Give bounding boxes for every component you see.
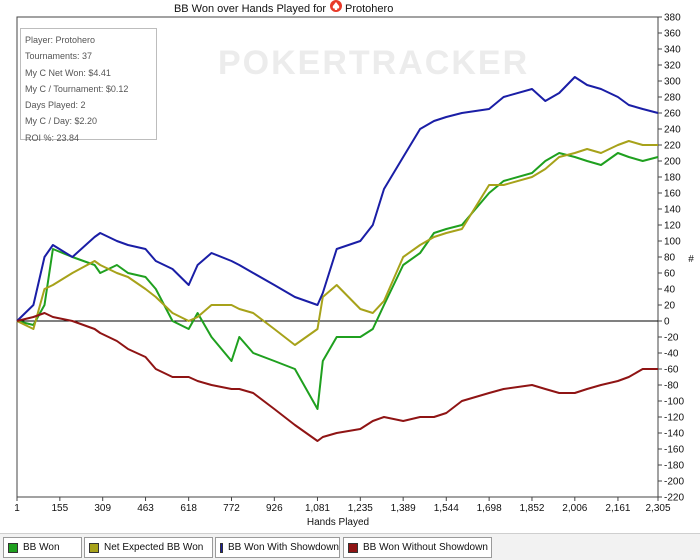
x-tick-label: 1,544	[434, 503, 459, 514]
y-tick-label: 80	[664, 253, 676, 264]
legend-label-with-showdown: BB Won With Showdown	[228, 542, 339, 553]
y-tick-label: -180	[664, 461, 684, 472]
legend-item-with-showdown[interactable]: BB Won With Showdown	[215, 537, 340, 558]
y-tick-label: 160	[664, 189, 681, 200]
y-tick-label: -120	[664, 413, 684, 424]
x-tick-label: 2,006	[562, 503, 587, 514]
legend-swatch-net-expected	[89, 542, 99, 553]
x-tick-label: 1,235	[348, 503, 373, 514]
y-tick-label: 100	[664, 237, 681, 248]
y-tick-label: -60	[664, 365, 679, 376]
y-tick-label: -140	[664, 429, 684, 440]
chart-title: BB Won over Hands Played for	[174, 3, 326, 15]
stat-player: Player: Protohero	[25, 35, 96, 45]
spade-icon	[330, 0, 342, 12]
y-tick-label: 60	[664, 269, 676, 280]
series-line-net-expected-bb-won	[16, 140, 658, 346]
watermark: POKERTRACKER	[218, 44, 529, 82]
legend-swatch-bb-won	[8, 542, 18, 553]
y-tick-label: 320	[664, 61, 681, 72]
x-tick-label: 155	[52, 503, 69, 514]
x-tick-label: 463	[137, 503, 154, 514]
x-tick-label: 1,852	[519, 503, 544, 514]
y-tick-label: 40	[664, 285, 676, 296]
y-tick-label: -220	[664, 493, 684, 504]
stat-per-tournament: My C / Tournament: $0.12	[25, 83, 129, 94]
x-tick-label: 618	[180, 503, 197, 514]
y-axis-symbol: #	[688, 254, 694, 265]
y-tick-label: 360	[664, 29, 681, 40]
legend-item-net-expected[interactable]: Net Expected BB Won	[84, 537, 213, 558]
watermark-text: POKERTRACKER	[218, 44, 529, 82]
y-tick-label: 0	[664, 317, 670, 328]
legend-item-without-showdown[interactable]: BB Won Without Showdown	[343, 537, 492, 558]
x-axis: 1 155 309 463 618 772 926 1,081 1,235 1,389 1,544 1…	[14, 497, 671, 514]
legend-label-without-showdown: BB Won Without Showdown	[363, 542, 488, 553]
x-tick-label: 1,389	[391, 503, 416, 514]
stat-per-day: My C / Day: $2.20	[25, 116, 98, 127]
legend-label-net-expected: Net Expected BB Won	[104, 542, 204, 553]
x-tick-label: 2,305	[645, 503, 670, 514]
stat-tournaments: Tournaments: 37	[25, 51, 93, 62]
y-tick-label: 180	[664, 173, 681, 184]
y-axis: -220-200-180-160-140-120-100-80-60-40-20…	[658, 13, 684, 504]
chart-title-player: Protohero	[345, 3, 393, 15]
legend-swatch-with-showdown	[220, 542, 224, 553]
x-axis-label: Hands Played	[307, 517, 369, 528]
y-tick-label: -20	[664, 333, 679, 344]
x-tick-label: 1,081	[305, 503, 330, 514]
y-tick-label: 260	[664, 109, 681, 120]
x-tick-label: 1,698	[477, 503, 502, 514]
y-tick-label: -80	[664, 381, 679, 392]
y-tick-label: 240	[664, 125, 681, 136]
y-tick-label: -200	[664, 477, 684, 488]
y-tick-label: 220	[664, 141, 681, 152]
y-tick-label: 300	[664, 77, 681, 88]
legend-swatch-without-showdown	[348, 542, 358, 553]
title-group: BB Won over Hands Played for Protohero	[174, 0, 393, 15]
y-tick-label: 340	[664, 45, 681, 56]
legend-item-bb-won[interactable]: BB Won	[3, 537, 82, 558]
chart: BB Won over Hands Played for Protohero P…	[14, 0, 694, 528]
series-line-bb-won	[16, 152, 659, 410]
series-line-bb-won-with-showdown	[16, 76, 659, 322]
x-tick-label: 309	[94, 503, 111, 514]
x-tick-label: 772	[223, 503, 240, 514]
y-tick-label: 140	[664, 205, 681, 216]
y-tick-label: 380	[664, 13, 681, 24]
y-tick-label: 200	[664, 157, 681, 168]
stat-roi: ROI %: 23.84	[25, 132, 80, 143]
series-layer	[16, 76, 659, 442]
x-tick-label: 2,161	[605, 503, 630, 514]
stat-days-played: Days Played: 2	[25, 100, 86, 111]
y-tick-label: -100	[664, 397, 684, 408]
series-line-bb-won-without-showdown	[16, 312, 658, 442]
legend-bar: BB Won Net Expected BB Won BB Won With S…	[0, 533, 700, 560]
x-tick-label: 926	[266, 503, 283, 514]
y-tick-label: 120	[664, 221, 681, 232]
y-tick-label: 20	[664, 301, 676, 312]
y-tick-label: -40	[664, 349, 679, 360]
stat-net-won: My C Net Won: $4.41	[25, 67, 111, 78]
y-tick-label: 280	[664, 93, 681, 104]
y-tick-label: -160	[664, 445, 684, 456]
x-tick-label: 1	[14, 503, 20, 514]
stats-box: Player: Protohero Tournaments: 37 My C N…	[20, 28, 157, 143]
legend-label-bb-won: BB Won	[23, 542, 60, 553]
